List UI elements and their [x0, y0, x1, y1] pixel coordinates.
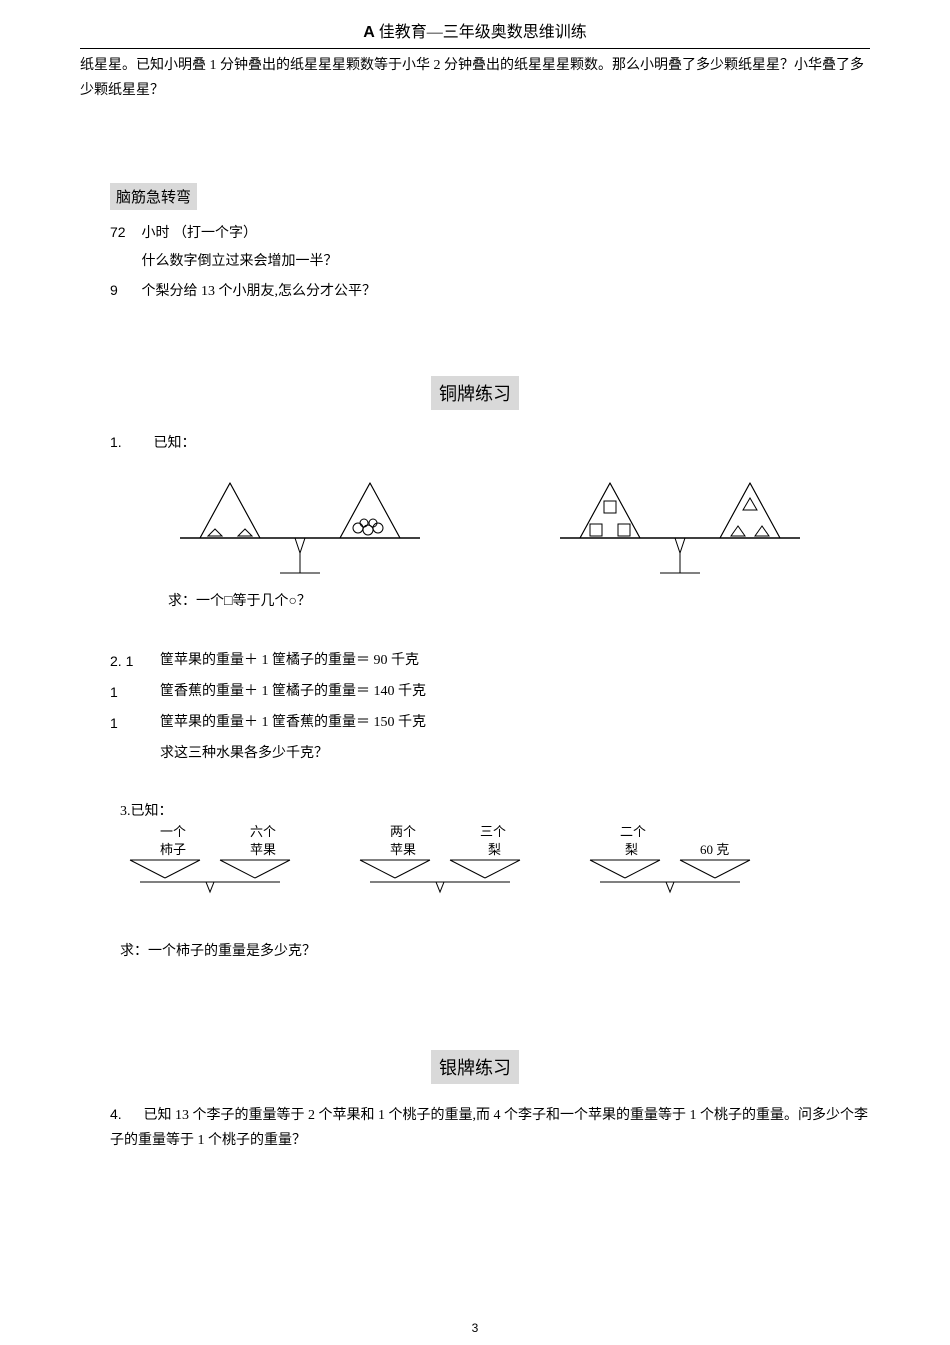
page-number: 3 [0, 1321, 950, 1335]
q2-text: 筐苹果的重量＋ 1 筐香蕉的重量＝ 150 千克 [160, 708, 426, 739]
riddle-item: 9 个梨分给 13 个小朋友,怎么分才公平？ [110, 276, 870, 306]
page-header: A 佳教育—三年级奥数思维训练 [80, 0, 870, 48]
q3-bottom-label: 柿子 [160, 842, 186, 857]
riddle-num: 9 [110, 276, 138, 304]
q3-bottom-label: 60 克 [700, 842, 729, 857]
q1-num: 1. [110, 428, 150, 456]
q3-balance-diagram: 一个 六个 柿子 苹果 两个 三个 苹果 梨 [120, 820, 820, 915]
q1-block: 1. 已知： [110, 428, 870, 616]
riddle-item: 72 小时 （打一个字） [110, 218, 870, 248]
q3-top-label: 二个 [620, 824, 646, 839]
q1-ask: 求：一个□等于几个○？ [168, 588, 870, 616]
q3-block: 3.已知： 一个 六个 柿子 苹果 两个 三个 苹果 [120, 800, 870, 960]
silver-label-wrap: 银牌练习 [80, 1050, 870, 1084]
silver-label: 银牌练习 [431, 1050, 519, 1084]
q3-ask: 求：一个柿子的重量是多少克？ [120, 940, 870, 960]
riddles-label: 脑筋急转弯 [110, 183, 197, 210]
q4-block: 4. 已知 13 个李子的重量等于 2 个苹果和 1 个桃子的重量,而 4 个李… [110, 1102, 870, 1153]
q2-ask-row: 求这三种水果各多少千克？ [110, 739, 870, 770]
riddle-text: 什么数字倒立过来会增加一半？ [142, 254, 338, 269]
q2-idx: 1 [110, 677, 160, 708]
q4-text: 已知 13 个李子的重量等于 2 个苹果和 1 个桃子的重量,而 4 个李子和一… [110, 1108, 868, 1148]
brand: A [363, 24, 375, 41]
q2-idx: 2. 1 [110, 646, 160, 677]
q1-diagram-row [170, 468, 870, 578]
q2-block: 2. 1 筐苹果的重量＋ 1 筐橘子的重量＝ 90 千克 1 筐香蕉的重量＋ 1… [110, 646, 870, 769]
balance-left-icon [170, 468, 430, 578]
q3-bottom-label: 梨 [625, 842, 638, 857]
q2-row: 2. 1 筐苹果的重量＋ 1 筐橘子的重量＝ 90 千克 [110, 646, 870, 677]
bronze-label: 铜牌练习 [431, 376, 519, 410]
q3-top-label: 一个 [160, 824, 186, 839]
q2-row: 1 筐香蕉的重量＋ 1 筐橘子的重量＝ 140 千克 [110, 677, 870, 708]
riddle-item: 什么数字倒立过来会增加一半？ [110, 248, 870, 276]
q3-top-label: 六个 [250, 824, 276, 839]
q3-lead: 3.已知： [120, 800, 870, 820]
page: A 佳教育—三年级奥数思维训练 纸星星。已知小明叠 1 分钟叠出的纸星星星颗数等… [0, 0, 950, 1345]
q2-idx: 1 [110, 708, 160, 739]
header-rule [80, 48, 870, 49]
q3-bottom-label: 苹果 [250, 842, 276, 857]
q2-ask: 求这三种水果各多少千克？ [160, 739, 328, 770]
q2-text: 筐苹果的重量＋ 1 筐橘子的重量＝ 90 千克 [160, 646, 419, 677]
riddle-num: 72 [110, 218, 138, 246]
riddle-text: 个梨分给 13 个小朋友,怎么分才公平？ [142, 284, 377, 299]
q2-text: 筐香蕉的重量＋ 1 筐橘子的重量＝ 140 千克 [160, 677, 426, 708]
bronze-label-wrap: 铜牌练习 [80, 376, 870, 410]
header-title-text: 佳教育—三年级奥数思维训练 [375, 24, 587, 41]
riddle-text: 小时 （打一个字） [142, 226, 258, 241]
q3-top-label: 两个 [390, 824, 416, 839]
balance-right-icon [550, 468, 810, 578]
q1-lead: 已知： [154, 436, 196, 451]
q3-top-label: 三个 [480, 824, 506, 839]
riddles-list: 72 小时 （打一个字） 什么数字倒立过来会增加一半？ 9 个梨分给 13 个小… [110, 218, 870, 306]
q4-num: 4. [110, 1102, 140, 1127]
intro-paragraph: 纸星星。已知小明叠 1 分钟叠出的纸星星星颗数等于小华 2 分钟叠出的纸星星星颗… [80, 53, 870, 103]
q2-row: 1 筐苹果的重量＋ 1 筐香蕉的重量＝ 150 千克 [110, 708, 870, 739]
q3-bottom-label: 苹果 [390, 842, 416, 857]
q3-bottom-label: 梨 [488, 842, 501, 857]
